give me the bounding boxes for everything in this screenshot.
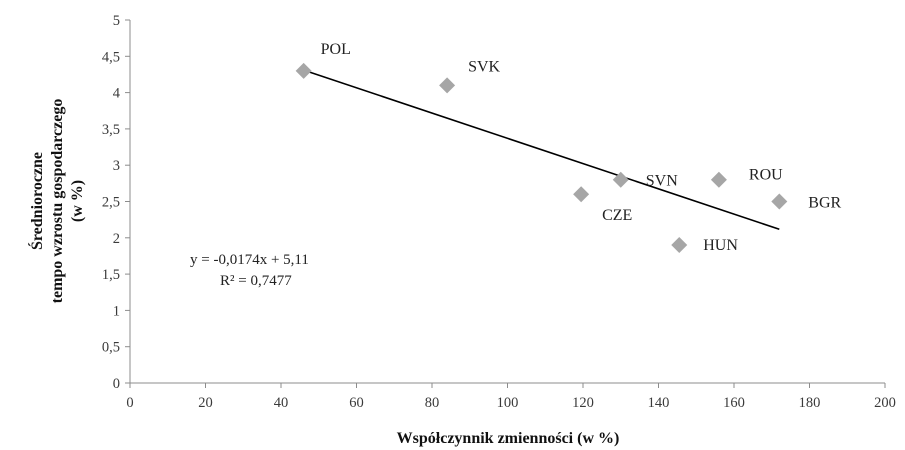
x-tick-label: 20 — [198, 395, 213, 411]
y-tick-label: 0,5 — [102, 340, 120, 356]
x-tick-label: 40 — [274, 395, 289, 411]
y-tick-label: 4 — [113, 86, 121, 102]
y-tick-label: 3,5 — [102, 122, 120, 138]
data-point-bgr — [771, 193, 788, 210]
x-tick-label: 100 — [497, 395, 519, 411]
y-axis-title-line-2: tempo wzrostu gospodarczego — [49, 99, 66, 304]
data-point-hun — [671, 237, 688, 254]
data-point-svk — [439, 77, 456, 94]
x-tick-label: 0 — [126, 395, 133, 411]
y-axis-title-line-1: Średnioroczne — [27, 152, 46, 250]
data-point-rou — [710, 171, 727, 188]
data-point-svn — [612, 171, 629, 188]
y-axis-title-line-3: (w %) — [69, 180, 86, 222]
data-point-pol — [295, 62, 312, 79]
y-tick-label: 2 — [113, 231, 120, 247]
x-tick-label: 180 — [799, 395, 821, 411]
point-label-svk: SVK — [468, 58, 500, 75]
point-label-pol: POL — [321, 41, 351, 58]
trend-equation: y = -0,0174x + 5,11 — [190, 252, 309, 268]
x-tick-label: 80 — [425, 395, 440, 411]
trend-line — [303, 69, 780, 231]
y-tick-label: 4,5 — [102, 49, 120, 65]
x-tick-label: 140 — [648, 395, 670, 411]
x-axis-title: Współczynnik zmienności (w %) — [397, 430, 620, 447]
y-tick-label: 3 — [113, 158, 120, 174]
x-ticks: 0 20 40 60 80 100 120 140 160 180 200 — [126, 383, 896, 411]
x-tick-label: 160 — [723, 395, 745, 411]
y-tick-label: 1,5 — [102, 267, 120, 283]
x-tick-label: 60 — [349, 395, 364, 411]
point-label-bgr: BGR — [808, 195, 841, 212]
x-tick-label: 120 — [572, 395, 594, 411]
trend-r-squared: R² = 0,7477 — [220, 273, 292, 289]
point-label-cze: CZE — [602, 207, 632, 224]
y-tick-label: 2,5 — [102, 195, 120, 211]
y-tick-label: 5 — [113, 13, 120, 29]
point-label-hun: HUN — [703, 237, 738, 254]
data-point-cze — [573, 186, 590, 203]
y-axis-title: Średnioroczne tempo wzrostu gospodarczeg… — [27, 99, 86, 304]
data-points — [295, 62, 788, 254]
y-tick-label: 1 — [113, 303, 120, 319]
y-tick-label: 0 — [113, 376, 120, 392]
point-label-svn: SVN — [646, 173, 678, 190]
point-label-rou: ROU — [749, 167, 783, 184]
x-tick-label: 200 — [874, 395, 896, 411]
point-labels: POL SVK CZE SVN HUN ROU BGR — [321, 41, 842, 254]
y-ticks: 0 0,5 1 1,5 2 2,5 3 3,5 4 4,5 5 — [102, 13, 130, 392]
